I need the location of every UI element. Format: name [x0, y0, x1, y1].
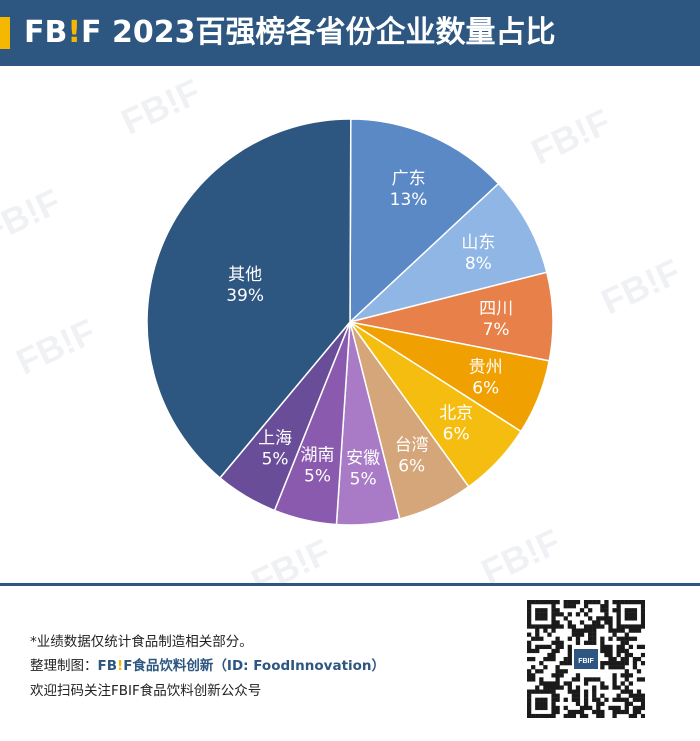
slice-value-label: 5%	[262, 450, 289, 470]
slice-label: 四川	[479, 299, 513, 319]
slice-value-label: 6%	[472, 378, 499, 398]
header-bar: FB!F 2023百强榜各省份企业数量占比	[0, 0, 700, 66]
header-brand-logo: FB!F	[24, 15, 102, 50]
slice-value-label: 5%	[304, 467, 331, 487]
data-note: *业绩数据仅统计食品制造相关部分。	[30, 634, 253, 650]
footer-divider	[0, 583, 700, 586]
qr-code-icon: FBIF	[527, 600, 645, 718]
pie-slice-1	[349, 118, 500, 324]
follow-text: 欢迎扫码关注FBIF食品饮料创新公众号	[30, 683, 262, 699]
pie-slice-10	[146, 118, 352, 479]
slice-label: 贵州	[469, 357, 503, 377]
slice-label: 广东	[392, 169, 426, 189]
slice-label: 安徽	[346, 449, 380, 469]
slice-value-label: 5%	[350, 470, 377, 490]
credit-id: （ID: FoodInnovation）	[213, 658, 386, 674]
footer: *业绩数据仅统计食品制造相关部分。 整理制图：FB!F食品饮料创新（ID: Fo…	[0, 586, 700, 741]
credit-line: 整理制图：FB!F食品饮料创新（ID: FoodInnovation）	[30, 654, 385, 674]
slice-label: 上海	[258, 429, 292, 449]
header-accent-bar	[0, 17, 10, 49]
slice-label: 湖南	[301, 446, 335, 466]
slice-label: 北京	[439, 403, 473, 423]
slice-value-label: 7%	[483, 320, 510, 340]
qr-logo-text: FBIF	[578, 658, 594, 665]
slice-value-label: 39%	[226, 286, 264, 306]
credit-name: 食品饮料创新	[132, 658, 214, 674]
slice-value-label: 8%	[465, 254, 492, 274]
pie-chart: 广东13%山东8%四川7%贵州6%北京6%台湾6%安徽5%湖南5%上海5%其他3…	[146, 118, 554, 526]
slice-label: 其他	[228, 265, 262, 285]
slice-label: 山东	[461, 233, 495, 253]
slice-label: 台湾	[395, 435, 429, 455]
credit-brand-logo: FB!F	[97, 658, 133, 674]
slice-value-label: 13%	[390, 190, 428, 210]
header-title-text: 2023百强榜各省份企业数量占比	[101, 15, 556, 50]
slice-value-label: 6%	[398, 456, 425, 476]
pie-slice-2	[349, 182, 548, 323]
credit-prefix: 整理制图：	[30, 658, 98, 674]
slice-value-label: 6%	[443, 424, 470, 444]
page-title: FB!F 2023百强榜各省份企业数量占比	[24, 0, 556, 66]
